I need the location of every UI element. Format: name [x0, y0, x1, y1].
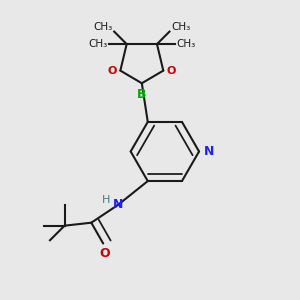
Text: CH₃: CH₃ [176, 39, 196, 49]
Text: O: O [99, 247, 110, 260]
Text: N: N [203, 145, 214, 158]
Text: CH₃: CH₃ [88, 39, 107, 49]
Text: CH₃: CH₃ [93, 22, 113, 32]
Text: O: O [107, 66, 117, 76]
Text: H: H [102, 195, 111, 206]
Text: B: B [137, 88, 147, 101]
Text: CH₃: CH₃ [171, 22, 190, 32]
Text: O: O [167, 66, 176, 76]
Text: N: N [113, 198, 123, 212]
